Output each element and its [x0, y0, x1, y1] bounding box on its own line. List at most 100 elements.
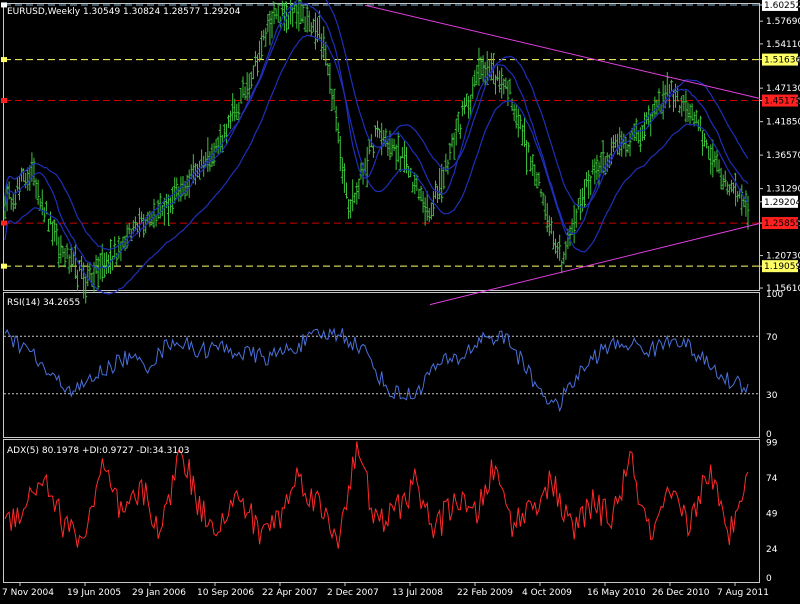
ohlc-bar	[86, 262, 90, 287]
price-tag-label: 1.25855	[764, 219, 800, 229]
ohlc-bar	[301, 5, 305, 24]
ohlc-bar	[251, 65, 255, 80]
ohlc-bar	[446, 159, 450, 175]
x-tick-label: 13 Jul 2008	[392, 588, 443, 598]
ohlc-bar	[525, 140, 529, 175]
ohlc-bar	[481, 55, 485, 82]
ohlc-bar	[614, 134, 618, 148]
ohlc-bar	[235, 103, 239, 121]
ohlc-bar	[336, 122, 340, 144]
ohlc-bar	[657, 88, 661, 111]
ohlc-bar	[280, 0, 284, 17]
ohlc-bar	[344, 182, 348, 199]
ohlc-bar	[591, 159, 595, 175]
ohlc-bar	[218, 124, 222, 154]
price-tick-label: 1.15610	[766, 284, 800, 294]
ohlc-bar	[268, 10, 272, 46]
x-tick-label: 19 Jun 2005	[67, 588, 121, 598]
price-layer	[1, 0, 761, 306]
ohlc-bar	[746, 195, 750, 230]
ohlc-bar	[305, 2, 309, 33]
ohlc-bar	[489, 52, 493, 81]
ohlc-bar	[510, 98, 514, 112]
x-tick-label: 22 Apr 2007	[262, 588, 318, 598]
price-tag-box	[762, 0, 798, 11]
x-tick-label: 26 Dec 2010	[652, 588, 710, 598]
ohlc-bar	[512, 104, 516, 122]
x-tick-label: 22 Feb 2009	[457, 588, 513, 598]
ohlc-bar	[311, 18, 315, 32]
ohlc-bar	[262, 29, 266, 41]
ohlc-bar	[371, 143, 375, 158]
x-tick-label: 29 Jan 2006	[132, 588, 186, 598]
ohlc-bar	[260, 30, 264, 60]
ohlc-bar	[36, 179, 40, 205]
ohlc-bar	[266, 13, 270, 33]
ohlc-bar	[49, 211, 53, 225]
level-marker-1	[1, 57, 7, 63]
ohlc-bar	[719, 167, 723, 190]
trendline-1	[429, 222, 761, 306]
x-tick-label: 4 Oct 2009	[522, 588, 572, 598]
ohlc-bar	[222, 123, 226, 139]
rsi-title: RSI(14) 34.2655	[7, 298, 80, 308]
ohlc-bar	[46, 218, 50, 232]
ohlc-bar	[533, 164, 537, 186]
ohlc-bar	[69, 244, 73, 273]
ohlc-bar	[353, 192, 357, 204]
ohlc-bar	[684, 90, 688, 123]
price-tag: 1.29204	[762, 195, 800, 208]
trendline-0	[364, 4, 761, 99]
rsi-series	[4, 327, 749, 413]
ohlc-bar	[237, 101, 241, 123]
ohlc-bar	[725, 181, 729, 195]
ohlc-bar	[342, 163, 346, 193]
ohlc-bar	[643, 112, 647, 141]
ohlc-bar	[169, 197, 173, 213]
ohlc-bar	[378, 128, 382, 139]
ohlc-bar	[508, 78, 512, 95]
ohlc-bar	[423, 197, 427, 226]
ohlc-bar	[127, 222, 131, 235]
ohlc-bar	[63, 248, 67, 268]
ohlc-bar	[255, 54, 259, 77]
ohlc-bar	[721, 174, 725, 190]
rsi-tick-label: 70	[766, 333, 778, 343]
ohlc-bar	[239, 87, 243, 104]
ohlc-bar	[59, 235, 63, 264]
ohlc-bar	[611, 135, 615, 152]
ohlc-bar	[413, 172, 417, 195]
ohlc-bar	[75, 269, 79, 291]
ohlc-bar	[117, 235, 121, 259]
ohlc-bar	[243, 86, 247, 100]
ohlc-bar	[477, 47, 481, 86]
ohlc-bar	[709, 144, 713, 175]
ohlc-bar	[444, 153, 448, 172]
ohlc-bar	[357, 178, 361, 200]
ohlc-bar	[711, 139, 715, 178]
ohlc-bar	[717, 159, 721, 174]
ohlc-bar	[355, 182, 359, 205]
ohlc-bar	[713, 151, 717, 168]
ohlc-bar	[369, 134, 373, 148]
ohlc-bar	[520, 124, 524, 146]
price-tag: 1.19059	[762, 260, 800, 273]
ohlc-bar	[9, 197, 13, 210]
ohlc-bar	[568, 225, 572, 247]
ohlc-bar	[636, 131, 640, 144]
ohlc-bar	[744, 190, 748, 217]
ohlc-bar	[276, 3, 280, 23]
ohlc-bar	[549, 217, 553, 235]
ohlc-bar	[686, 102, 690, 122]
ohlc-bar	[698, 115, 702, 132]
ohlc-bar	[247, 73, 251, 101]
ohlc-bar	[38, 198, 42, 211]
ohlc-bar	[51, 221, 55, 246]
adx-tick-label: 74	[766, 474, 778, 484]
ohlc-bar	[61, 246, 65, 258]
adx-layer	[4, 441, 749, 549]
ohlc-bar	[307, 10, 311, 32]
ohlc-bar	[547, 215, 551, 237]
ma-band-2	[4, 2, 749, 271]
